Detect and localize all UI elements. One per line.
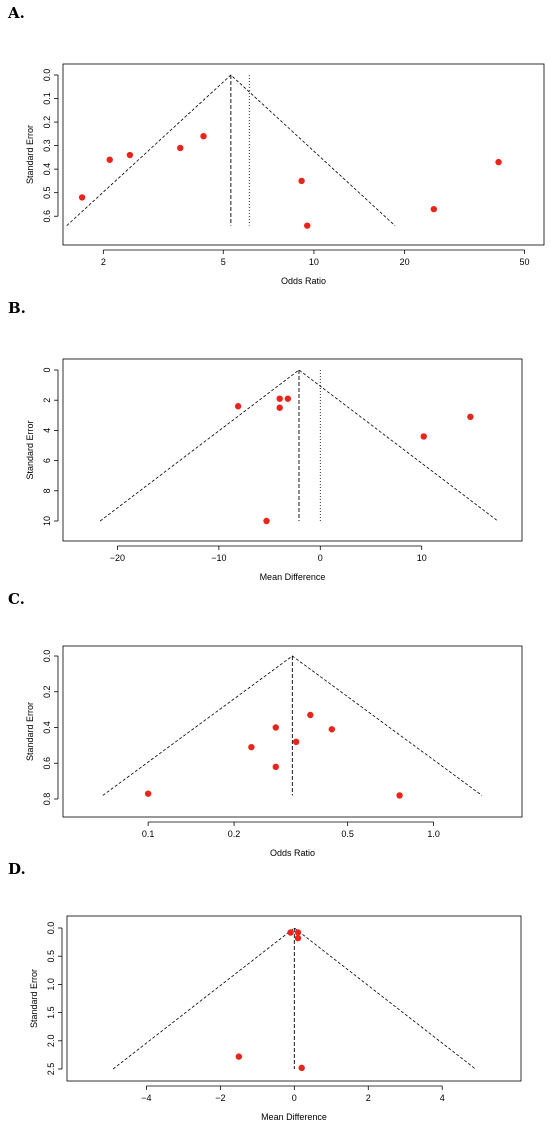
study-point	[235, 1053, 243, 1060]
x-tick-label: 2	[101, 257, 106, 267]
x-tick-label: 5	[221, 257, 226, 267]
study-point	[495, 158, 502, 166]
study-point	[177, 144, 184, 152]
plot-frame	[62, 63, 545, 246]
study-point	[248, 743, 255, 751]
x-tick-label: 0.1	[142, 829, 155, 839]
plot-frame	[62, 645, 523, 818]
study-point	[78, 194, 86, 201]
y-tick-label: 0	[42, 367, 52, 372]
study-point	[272, 763, 279, 771]
x-tick-label: 1.0	[427, 829, 440, 839]
y-tick-label: 4	[42, 428, 52, 433]
study-point	[276, 404, 283, 411]
study-point	[294, 929, 302, 936]
funnel-plot-c: 0.0 0.2 0.4 0.6 0.8 Standard Error 0.1 0.2 0.5 1.…	[25, 645, 523, 858]
y-tick-label: 0.6	[42, 210, 52, 223]
study-point	[307, 711, 314, 719]
study-point	[234, 403, 242, 410]
study-point	[284, 395, 292, 402]
x-tick-label: 10	[417, 553, 427, 563]
y-tick-label: 0.4	[42, 721, 52, 734]
study-point	[200, 133, 207, 140]
study-point	[467, 413, 474, 421]
x-tick-label: −2	[215, 1093, 225, 1103]
study-point	[430, 205, 438, 213]
plot-frame	[66, 915, 522, 1082]
study-point	[298, 1064, 305, 1072]
study-point	[294, 934, 302, 942]
y-tick-label: 0.5	[46, 950, 56, 963]
x-tick-label: 0	[292, 1093, 297, 1103]
x-tick-label: 0.2	[228, 829, 241, 839]
study-point	[304, 222, 311, 229]
y-tick-label: 0.4	[42, 163, 52, 176]
study-point	[144, 790, 152, 797]
study-point	[263, 517, 270, 525]
study-point	[420, 433, 427, 440]
study-point	[276, 395, 283, 402]
y-tick-label: 8	[42, 488, 52, 493]
study-point	[287, 929, 294, 936]
y-tick-label: 0.5	[42, 186, 52, 199]
y-axis-label: Standard Error	[25, 702, 35, 761]
panel-label-d: D.	[8, 860, 26, 878]
y-tick-label: 0.3	[42, 139, 52, 152]
x-axis-label: Odds Ratio	[270, 848, 315, 858]
x-axis-label: Mean Difference	[260, 572, 326, 582]
y-tick-label: 0.0	[42, 69, 52, 82]
y-tick-label: 0.6	[42, 757, 52, 770]
y-tick-label: 6	[42, 458, 52, 463]
y-tick-label: 0.2	[42, 685, 52, 698]
plot-frame	[62, 358, 523, 542]
y-tick-label: 0.1	[42, 92, 52, 105]
x-tick-label: 50	[520, 257, 530, 267]
study-point	[292, 738, 300, 745]
x-tick-label: 0	[318, 553, 323, 563]
y-tick-label: 1.0	[46, 978, 56, 991]
study-point	[396, 792, 403, 799]
y-tick-label: 2	[42, 398, 52, 403]
x-tick-label: −4	[141, 1093, 151, 1103]
panel-label-a: A.	[8, 4, 25, 22]
y-axis-label: Standard Error	[25, 125, 35, 184]
x-tick-label: −10	[211, 553, 226, 563]
panel-label-b: B.	[8, 299, 26, 317]
x-tick-label: 2	[366, 1093, 371, 1103]
y-tick-label: 2.0	[46, 1035, 56, 1048]
funnel-lines	[99, 369, 499, 522]
panel-label-c: C.	[8, 590, 25, 608]
x-axis-label: Mean Difference	[261, 1112, 327, 1121]
y-tick-label: 10	[42, 516, 52, 526]
y-tick-label: 0.2	[42, 116, 52, 129]
study-point	[106, 156, 113, 163]
x-tick-label: 4	[440, 1093, 445, 1103]
study-point	[272, 724, 279, 731]
y-tick-label: 0.8	[42, 793, 52, 806]
y-axis-label: Standard Error	[29, 969, 39, 1028]
study-point	[126, 151, 134, 159]
x-tick-label: 20	[400, 257, 410, 267]
funnel-plot-a: 0.0 0.1 0.2 0.3 0.4 0.5 0.6 Standard Error 2 5 10 2…	[25, 63, 545, 286]
funnel-lines	[112, 927, 476, 1070]
y-tick-label: 0.0	[46, 922, 56, 935]
x-tick-label: 10	[309, 257, 319, 267]
y-tick-label: 0.0	[42, 650, 52, 663]
study-point	[328, 726, 336, 733]
x-axis-label: Odds Ratio	[281, 276, 326, 286]
y-axis-label: Standard Error	[25, 420, 35, 479]
funnel-plot-b: 0 2 4 6 8 10 Standard Error −20 −10 0 10 Mean Diffe…	[25, 358, 523, 582]
x-tick-label: −20	[110, 553, 125, 563]
y-tick-label: 2.5	[46, 1063, 56, 1076]
x-tick-label: 0.5	[341, 829, 354, 839]
y-tick-label: 1.5	[46, 1006, 56, 1019]
study-point	[298, 177, 305, 185]
